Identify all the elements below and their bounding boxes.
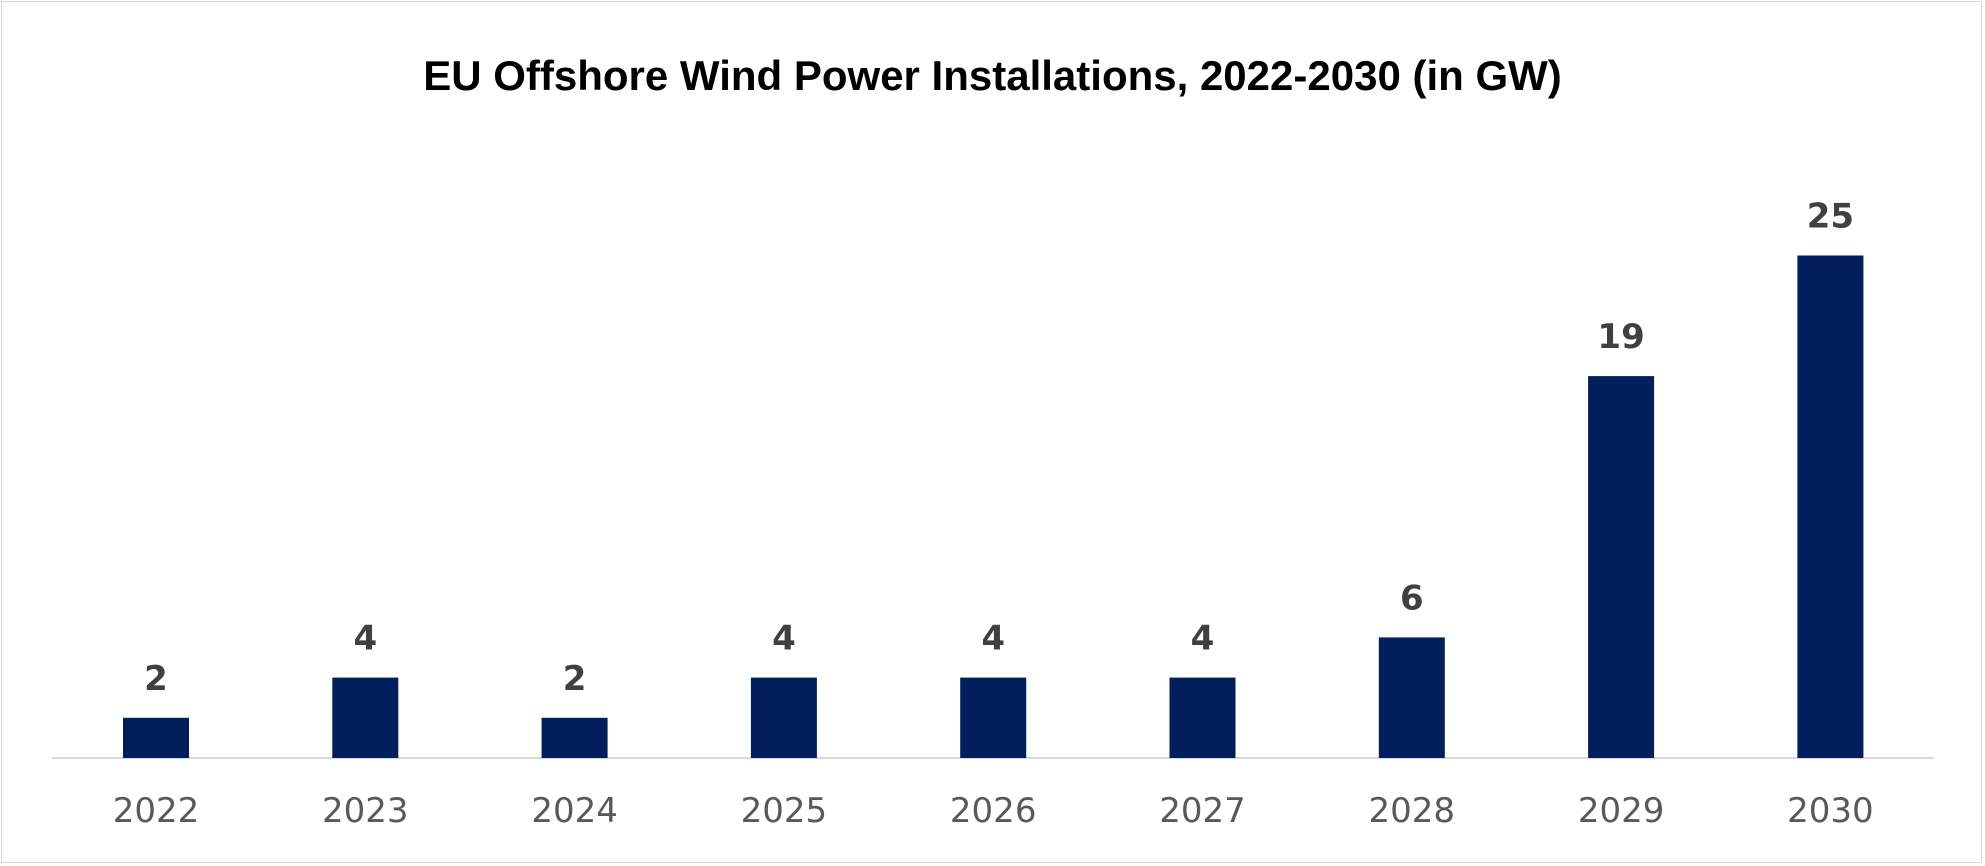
data-label-2026: 4 bbox=[981, 619, 1005, 659]
x-tick-label-2027: 2027 bbox=[1159, 791, 1246, 831]
bar-2023 bbox=[332, 677, 399, 758]
data-label-2027: 4 bbox=[1191, 619, 1215, 659]
bars-group bbox=[123, 255, 1864, 758]
x-tick-label-2026: 2026 bbox=[950, 791, 1037, 831]
data-label-2025: 4 bbox=[772, 619, 796, 659]
data-labels-group: 2 4 2 4 4 4 6 19 25 bbox=[144, 197, 1854, 699]
data-label-2023: 4 bbox=[353, 619, 377, 659]
bar-2022 bbox=[123, 717, 189, 758]
bar-2029 bbox=[1588, 376, 1655, 758]
data-label-2029: 19 bbox=[1597, 317, 1644, 357]
x-tick-label-2023: 2023 bbox=[322, 791, 409, 831]
x-tick-label-2029: 2029 bbox=[1578, 791, 1665, 831]
data-label-2024: 2 bbox=[563, 659, 587, 699]
chart-title: EU Offshore Wind Power Installations, 20… bbox=[423, 52, 1562, 99]
bar-2027 bbox=[1169, 677, 1236, 758]
x-tick-label-2028: 2028 bbox=[1369, 791, 1456, 831]
x-tick-label-2025: 2025 bbox=[741, 791, 828, 831]
x-tick-label-2022: 2022 bbox=[113, 791, 200, 831]
bar-2030 bbox=[1797, 255, 1864, 758]
x-tick-label-2024: 2024 bbox=[531, 791, 618, 831]
bar-2026 bbox=[960, 677, 1027, 758]
data-label-2030: 25 bbox=[1807, 197, 1854, 237]
x-tick-label-2030: 2030 bbox=[1787, 791, 1874, 831]
bar-2025 bbox=[750, 677, 817, 758]
bar-2028 bbox=[1378, 637, 1445, 758]
x-tick-labels-group: 2022 2023 2024 2025 2026 2027 2028 2029 2030 bbox=[113, 791, 1874, 831]
bar-2024 bbox=[541, 717, 608, 758]
data-label-2028: 6 bbox=[1400, 578, 1424, 618]
data-label-2022: 2 bbox=[144, 659, 168, 699]
